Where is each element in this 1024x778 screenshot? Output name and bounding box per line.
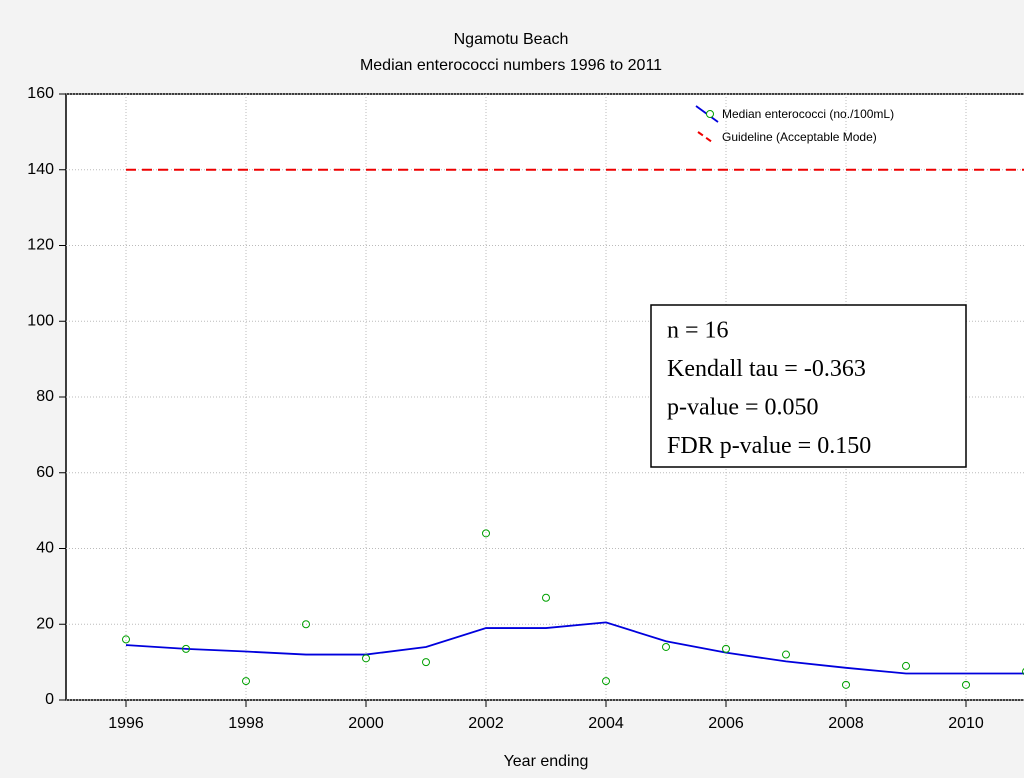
legend-label: Median enterococci (no./100mL) [722, 107, 894, 121]
point [902, 661, 910, 670]
x-tick-label: 1996 [108, 715, 144, 732]
legend-line [697, 131, 713, 143]
stats-text: p-value = 0.050 [667, 395, 819, 421]
y-tick-label: 160 [27, 85, 54, 102]
x-tick-label: 2002 [468, 715, 504, 732]
point [182, 644, 190, 653]
y-tick-label: 80 [36, 388, 54, 405]
point [962, 680, 970, 689]
y-tick-label: 40 [36, 540, 54, 557]
y-tick-label: 100 [27, 312, 54, 329]
x-tick-label: 2004 [588, 715, 624, 732]
point [242, 677, 250, 686]
point [302, 620, 310, 629]
point [782, 650, 790, 659]
y-tick-label: 20 [36, 615, 54, 632]
point [362, 654, 370, 663]
x-axis-title: Year ending [504, 753, 589, 770]
point [1022, 668, 1024, 676]
point [842, 680, 850, 689]
y-tick-label: 60 [36, 464, 54, 481]
legend-label: Guideline (Acceptable Mode) [722, 130, 877, 144]
stats-text: n = 16 [667, 318, 729, 344]
stats-text: Kendall tau = -0.363 [667, 356, 866, 382]
point [482, 529, 490, 538]
y-tick-label: 120 [27, 237, 54, 254]
smooth-line [125, 621, 1024, 675]
x-tick-label: 1998 [228, 715, 264, 732]
point [542, 593, 550, 602]
point [602, 677, 610, 686]
point [422, 658, 430, 667]
x-tick-label: 2010 [948, 715, 984, 732]
point [662, 642, 670, 651]
legend-marker [706, 110, 714, 118]
chart-title: Ngamotu Beach [454, 31, 569, 48]
point [722, 644, 730, 653]
y-tick-label: 140 [27, 161, 54, 178]
stats-box [650, 304, 967, 468]
x-tick-label: 2008 [828, 715, 864, 732]
point [122, 635, 130, 644]
x-tick-label: 2006 [708, 715, 744, 732]
y-tick-label: 0 [45, 691, 54, 708]
stats-text: FDR p-value = 0.150 [667, 433, 871, 459]
chart-subtitle: Median enterococci numbers 1996 to 2011 [360, 57, 662, 74]
x-tick-label: 2000 [348, 715, 384, 732]
